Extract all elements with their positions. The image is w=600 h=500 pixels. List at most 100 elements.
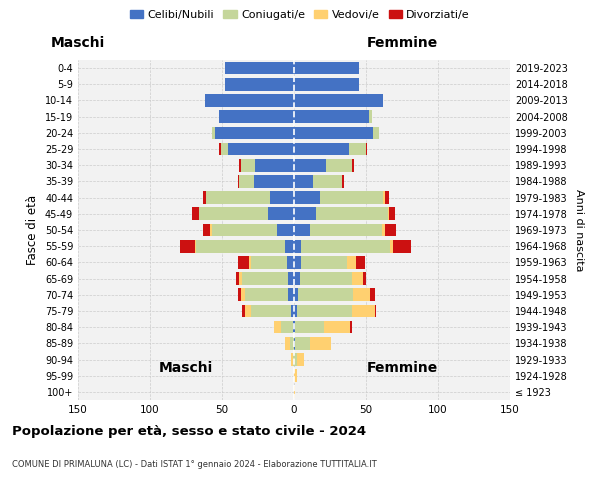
- Bar: [320, 192, 383, 204]
- Bar: [294, 208, 316, 220]
- Bar: [294, 337, 295, 349]
- Bar: [391, 240, 394, 252]
- Bar: [286, 240, 294, 252]
- Bar: [255, 159, 294, 172]
- Bar: [297, 304, 352, 318]
- Bar: [350, 321, 352, 334]
- Bar: [352, 159, 355, 172]
- Bar: [294, 386, 295, 398]
- Bar: [241, 288, 245, 301]
- Bar: [239, 159, 241, 172]
- Bar: [374, 304, 376, 318]
- Bar: [352, 272, 363, 285]
- Bar: [373, 126, 379, 139]
- Bar: [242, 304, 245, 318]
- Bar: [294, 353, 297, 366]
- Bar: [225, 62, 294, 74]
- Bar: [238, 288, 241, 301]
- Bar: [389, 208, 395, 220]
- Bar: [294, 62, 359, 74]
- Bar: [286, 337, 290, 349]
- Bar: [294, 175, 313, 188]
- Bar: [294, 78, 359, 90]
- Bar: [294, 304, 297, 318]
- Bar: [349, 142, 366, 156]
- Bar: [268, 208, 294, 220]
- Bar: [281, 321, 293, 334]
- Bar: [180, 240, 194, 252]
- Bar: [254, 175, 294, 188]
- Bar: [300, 272, 352, 285]
- Bar: [288, 288, 294, 301]
- Bar: [238, 256, 250, 268]
- Bar: [206, 192, 269, 204]
- Bar: [324, 321, 350, 334]
- Bar: [363, 272, 366, 285]
- Bar: [295, 337, 310, 349]
- Bar: [294, 192, 320, 204]
- Bar: [394, 240, 410, 252]
- Legend: Celibi/Nubili, Coniugati/e, Vedovi/e, Divorziati/e: Celibi/Nubili, Coniugati/e, Vedovi/e, Di…: [125, 6, 475, 25]
- Text: Maschi: Maschi: [51, 36, 105, 50]
- Bar: [352, 304, 374, 318]
- Bar: [287, 256, 294, 268]
- Bar: [290, 337, 294, 349]
- Bar: [215, 126, 294, 139]
- Bar: [301, 256, 347, 268]
- Bar: [294, 224, 310, 236]
- Bar: [288, 272, 294, 285]
- Bar: [239, 175, 254, 188]
- Bar: [294, 256, 301, 268]
- Bar: [199, 208, 268, 220]
- Bar: [294, 288, 298, 301]
- Bar: [212, 126, 215, 139]
- Bar: [203, 224, 211, 236]
- Bar: [196, 240, 286, 252]
- Bar: [269, 192, 294, 204]
- Bar: [310, 337, 331, 349]
- Bar: [277, 224, 294, 236]
- Bar: [251, 256, 287, 268]
- Bar: [294, 321, 295, 334]
- Bar: [366, 142, 367, 156]
- Text: COMUNE DI PRIMALUNA (LC) - Dati ISTAT 1° gennaio 2024 - Elaborazione TUTTITALIA.: COMUNE DI PRIMALUNA (LC) - Dati ISTAT 1°…: [12, 460, 377, 469]
- Bar: [203, 192, 206, 204]
- Bar: [212, 224, 277, 236]
- Bar: [205, 94, 294, 107]
- Bar: [369, 110, 372, 123]
- Bar: [293, 321, 294, 334]
- Bar: [385, 192, 389, 204]
- Bar: [310, 224, 382, 236]
- Bar: [291, 304, 294, 318]
- Bar: [225, 78, 294, 90]
- Bar: [298, 288, 353, 301]
- Bar: [194, 240, 196, 252]
- Bar: [297, 353, 304, 366]
- Bar: [192, 208, 199, 220]
- Bar: [242, 272, 288, 285]
- Bar: [274, 321, 281, 334]
- Bar: [211, 224, 212, 236]
- Bar: [385, 224, 396, 236]
- Bar: [347, 256, 356, 268]
- Bar: [294, 159, 326, 172]
- Y-axis label: Fasce di età: Fasce di età: [26, 195, 39, 265]
- Bar: [356, 256, 365, 268]
- Text: Femmine: Femmine: [367, 361, 437, 375]
- Text: Femmine: Femmine: [367, 36, 437, 50]
- Bar: [221, 142, 228, 156]
- Bar: [294, 94, 383, 107]
- Bar: [353, 288, 370, 301]
- Bar: [316, 208, 388, 220]
- Bar: [326, 159, 352, 172]
- Bar: [228, 142, 294, 156]
- Bar: [251, 304, 291, 318]
- Text: Popolazione per età, sesso e stato civile - 2024: Popolazione per età, sesso e stato civil…: [12, 425, 366, 438]
- Bar: [313, 175, 341, 188]
- Bar: [294, 110, 369, 123]
- Bar: [294, 370, 297, 382]
- Bar: [245, 288, 288, 301]
- Bar: [294, 126, 373, 139]
- Bar: [239, 272, 242, 285]
- Bar: [295, 321, 324, 334]
